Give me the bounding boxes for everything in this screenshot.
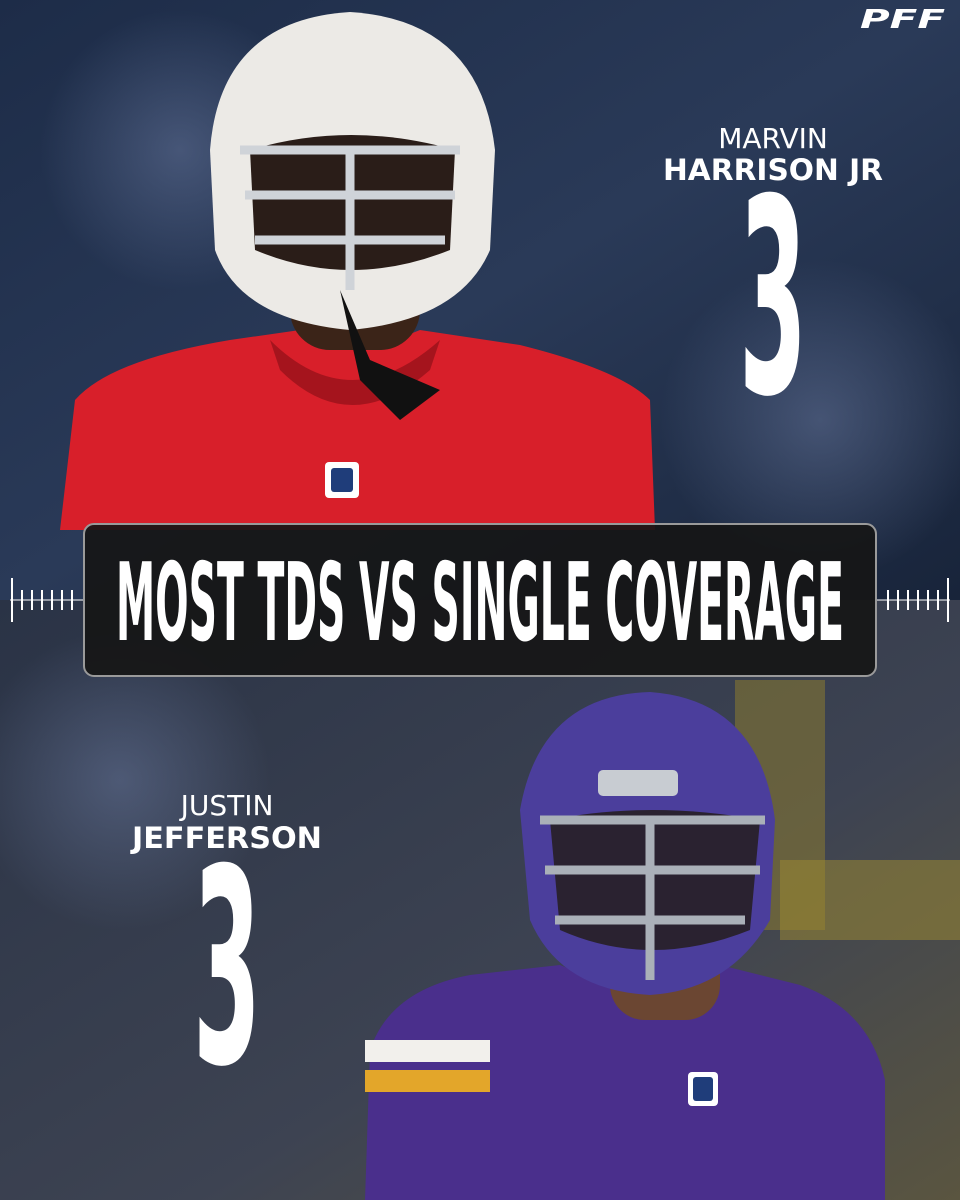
player-stat: 3: [739, 141, 807, 456]
brand-logo: PFF: [860, 5, 945, 35]
player-first-name: JUSTIN: [179, 789, 274, 822]
player-last-name: JEFFERSON: [130, 821, 322, 855]
title: MOST TDS VS SINGLE COVERAGE: [116, 541, 844, 666]
goalpost-blur: [780, 860, 960, 940]
top-player: [60, 12, 655, 530]
tick-decoration: [10, 578, 950, 622]
title-box: [83, 523, 877, 677]
player-stat: 3: [193, 811, 261, 1126]
bottom-player: [365, 692, 885, 1200]
player-last-name: HARRISON JR: [663, 153, 883, 187]
bokeh: [660, 260, 960, 580]
player-first-name: MARVIN: [718, 122, 828, 155]
bokeh: [0, 630, 270, 930]
